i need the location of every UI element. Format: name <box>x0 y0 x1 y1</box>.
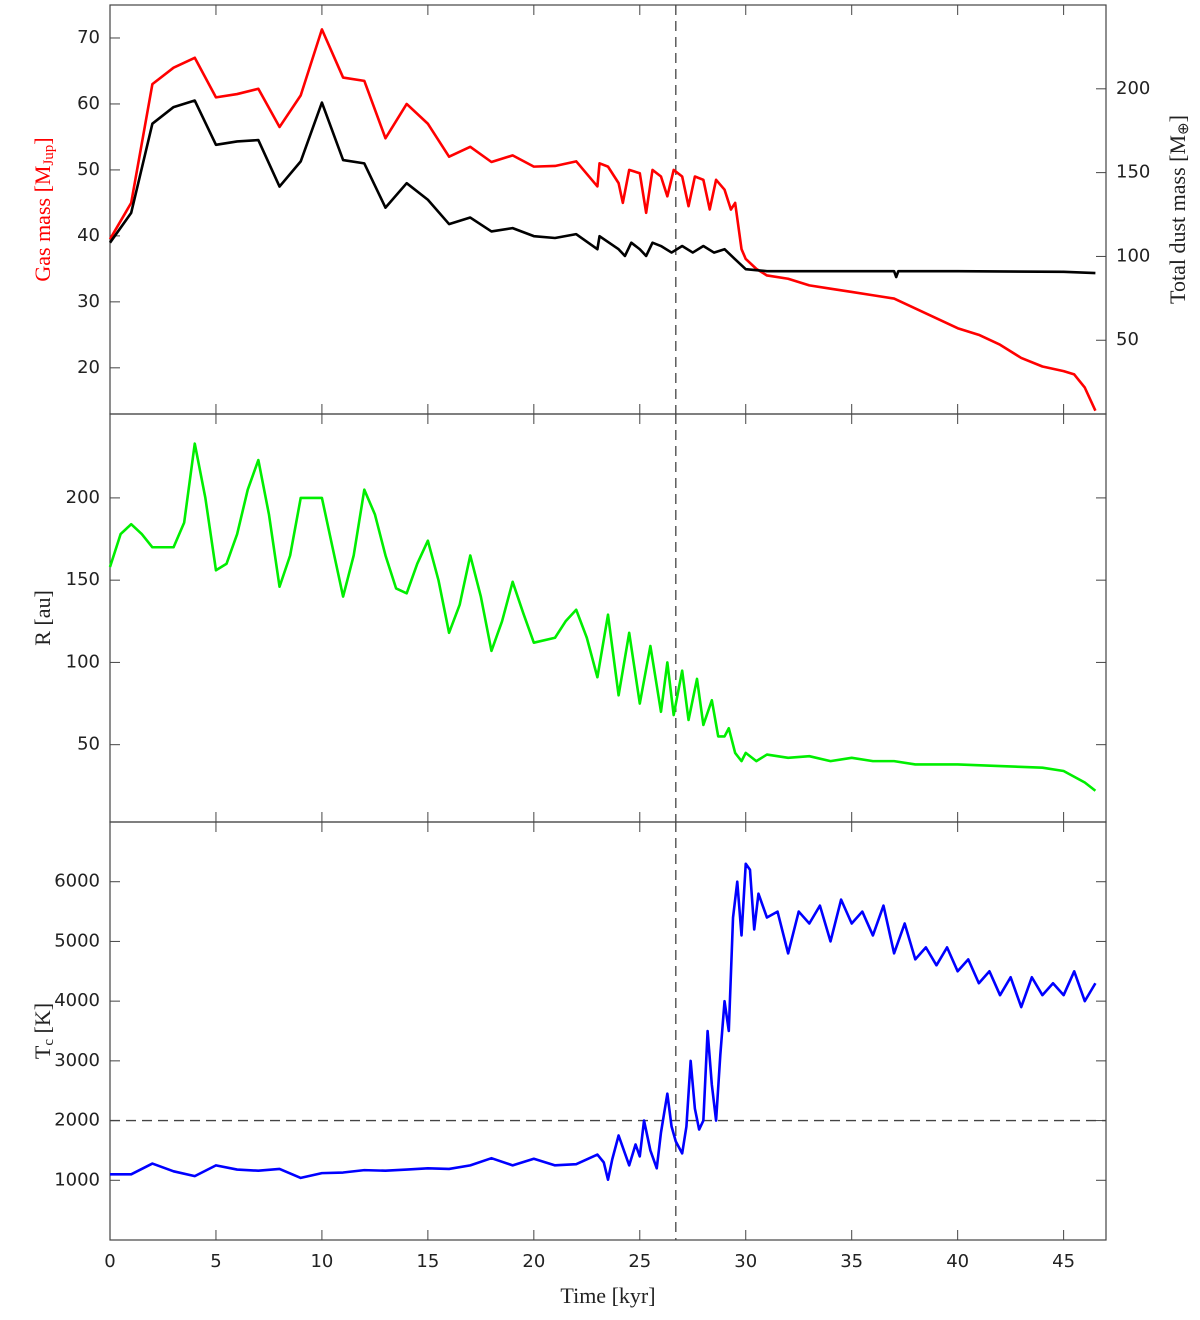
axis-label: Gas mass [MJup] <box>30 137 57 281</box>
x-tick-label: 45 <box>1052 1251 1075 1272</box>
x-tick-label: 20 <box>522 1251 545 1272</box>
y-tick-label: 50 <box>77 159 100 180</box>
axis-label: R [au] <box>30 590 55 646</box>
axis-label-part: Gas mass [M <box>30 166 55 282</box>
y-tick-label: 3000 <box>54 1050 100 1071</box>
x-tick-label: 15 <box>416 1251 439 1272</box>
y-tick-label: 60 <box>77 93 100 114</box>
axis-label-part: ] <box>1165 115 1190 122</box>
axis-label: Total dust mass [M⊕] <box>1165 115 1192 304</box>
x-tick-label: 40 <box>946 1251 969 1272</box>
panel: 0 5 10 15 20 25 30 35 40 45 1000 2000 3000 4000 5000 60… <box>54 821 1107 1308</box>
y-tick-label: 150 <box>66 569 100 590</box>
x-tick-label: 30 <box>734 1251 757 1272</box>
data-line <box>110 862 1097 1181</box>
y2-tick-label: 200 <box>1116 78 1150 99</box>
y-tick-label: 6000 <box>54 871 100 892</box>
y-tick-label: 40 <box>77 225 100 246</box>
x-tick-label: 25 <box>628 1251 651 1272</box>
x-tick-label: 10 <box>310 1251 333 1272</box>
axis-label-sub: c <box>41 1039 57 1046</box>
data-line <box>108 99 1096 279</box>
y-tick-label: 2000 <box>54 1110 100 1131</box>
x-tick-label: 5 <box>210 1251 221 1272</box>
data-line <box>108 28 1097 412</box>
y-tick-label: 200 <box>66 487 100 508</box>
data-line <box>108 442 1097 792</box>
y-tick-label: 20 <box>77 357 100 378</box>
axis-label-part: R [au] <box>30 590 55 646</box>
y-tick-label: 100 <box>66 651 100 672</box>
plot-frame <box>109 821 1107 1241</box>
plot-frame <box>109 4 1107 415</box>
y-tick-label: 5000 <box>54 930 100 951</box>
axis-label-part: ] <box>30 137 55 144</box>
axis-label-sub: Jup <box>41 145 57 166</box>
y2-tick-label: 50 <box>1116 329 1139 350</box>
x-axis-label: Time [kyr] <box>560 1283 655 1308</box>
x-tick-label: 35 <box>840 1251 863 1272</box>
panel: 20 30 40 50 60 70 50 100 150 200 <box>77 4 1150 415</box>
y-tick-label: 50 <box>77 734 100 755</box>
axis-label-part: T <box>30 1045 55 1059</box>
y2-tick-label: 150 <box>1116 162 1150 183</box>
y-tick-label: 1000 <box>54 1169 100 1190</box>
axis-label-part: [K] <box>30 1003 55 1039</box>
panel: 50 100 150 200 <box>66 413 1107 823</box>
x-tick-label: 0 <box>104 1251 115 1272</box>
axis-label-sub: ⊕ <box>1176 122 1192 135</box>
y-tick-label: 4000 <box>54 990 100 1011</box>
y-tick-label: 70 <box>77 27 100 48</box>
axis-label: Tc [K] <box>30 1003 57 1059</box>
y2-tick-label: 100 <box>1116 245 1150 266</box>
y-tick-label: 30 <box>77 291 100 312</box>
axis-label-part: Total dust mass [M <box>1165 135 1190 304</box>
